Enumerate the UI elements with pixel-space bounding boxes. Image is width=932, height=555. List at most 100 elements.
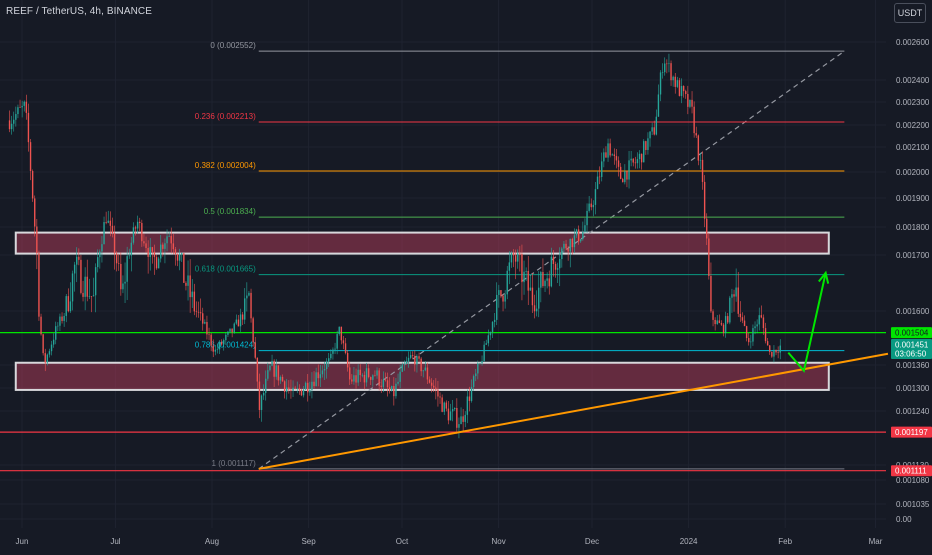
candle-body xyxy=(764,328,767,342)
price-axis-label: 0.001900 xyxy=(896,194,930,203)
candles xyxy=(8,53,781,439)
support-trend-line xyxy=(258,352,889,470)
candle-body xyxy=(370,377,372,380)
candle-body xyxy=(388,387,391,391)
candle-body xyxy=(647,138,649,150)
price-tag: 0.001197 xyxy=(891,426,932,438)
candle-body xyxy=(246,295,248,299)
fib-level-label: 0.236 (0.002213) xyxy=(195,112,256,121)
candle-body xyxy=(349,367,351,380)
candle-body xyxy=(525,270,527,272)
candle-body xyxy=(594,189,597,205)
candle-body xyxy=(712,311,714,320)
time-axis-label: 2024 xyxy=(680,537,698,546)
candle-body xyxy=(481,361,483,364)
candle-body xyxy=(355,375,357,383)
candle-body xyxy=(636,159,639,164)
candle-body xyxy=(97,257,99,268)
candle-body xyxy=(418,356,420,359)
candle-body xyxy=(653,127,655,135)
candle-body xyxy=(323,369,326,371)
candle-body xyxy=(502,295,504,302)
price-axis-label: 0.002600 xyxy=(896,38,930,47)
candle-body xyxy=(187,275,189,286)
candle-body xyxy=(485,343,487,345)
candle-body xyxy=(193,291,196,312)
candle-body xyxy=(157,258,160,269)
candle-body xyxy=(701,159,704,182)
candle-body xyxy=(269,365,271,371)
candle-body xyxy=(754,326,756,329)
candle-body xyxy=(483,344,485,362)
price-tag-value: 0.001197 xyxy=(895,428,928,437)
candle-body xyxy=(439,396,441,398)
candle-body xyxy=(588,203,590,211)
candle-body xyxy=(367,368,370,378)
candle-body xyxy=(393,385,395,397)
fib-level-label: 0.786 (0.001424) xyxy=(195,341,256,350)
candle-body xyxy=(437,389,439,397)
candle-body xyxy=(15,114,17,120)
fib-level-label: 0.618 (0.001665) xyxy=(195,265,256,274)
candle-body xyxy=(472,376,475,387)
candle-body xyxy=(363,374,366,383)
candle-body xyxy=(225,334,227,341)
candle-body xyxy=(151,247,154,252)
candle-body xyxy=(464,414,466,422)
candle-body xyxy=(691,99,693,107)
candle-body xyxy=(496,294,498,320)
candle-body xyxy=(659,72,662,95)
candle-body xyxy=(565,243,567,249)
candle-body xyxy=(13,119,15,124)
candle-body xyxy=(737,287,739,314)
candle-body xyxy=(601,161,603,177)
candle-body xyxy=(433,385,435,388)
candle-body xyxy=(134,227,137,229)
currency-button[interactable]: USDT xyxy=(894,3,926,23)
candle-body xyxy=(124,281,126,284)
candle-body xyxy=(90,296,93,297)
candle-body xyxy=(470,386,473,401)
candle-body xyxy=(288,387,290,390)
candle-body xyxy=(340,326,343,341)
candle-body xyxy=(267,370,269,379)
candle-body xyxy=(409,355,412,358)
candle-body xyxy=(687,94,689,107)
time-axis-label: Sep xyxy=(301,537,316,546)
projection-arrowhead xyxy=(818,270,830,284)
price-axis-label: 0.001600 xyxy=(896,307,930,316)
candle-body xyxy=(27,112,30,143)
candle-body xyxy=(65,296,67,316)
time-axis-label: Aug xyxy=(205,537,219,546)
candle-body xyxy=(254,342,256,358)
candle-body xyxy=(535,308,538,312)
price-axis-label: 0.001240 xyxy=(896,407,930,416)
candle-body xyxy=(78,256,80,260)
candle-body xyxy=(313,381,315,387)
candle-body xyxy=(311,381,313,390)
candle-body xyxy=(61,316,63,321)
candle-body xyxy=(489,331,492,336)
candle-body xyxy=(256,357,259,382)
candle-body xyxy=(147,248,149,257)
candle-body xyxy=(271,360,273,366)
price-zone xyxy=(14,361,830,391)
candle-body xyxy=(344,343,347,353)
candle-body xyxy=(735,287,737,297)
candle-body xyxy=(292,387,294,391)
candle-body xyxy=(380,385,382,387)
candle-body xyxy=(10,123,13,130)
price-tag-background xyxy=(891,339,932,360)
candle-body xyxy=(447,408,450,421)
candle-body xyxy=(141,222,143,242)
candle-body xyxy=(573,235,576,248)
candle-body xyxy=(69,301,72,312)
candle-body xyxy=(290,389,292,391)
candle-body xyxy=(586,210,588,226)
candle-body xyxy=(206,322,208,335)
candle-body xyxy=(559,259,561,269)
candle-body xyxy=(542,271,544,287)
